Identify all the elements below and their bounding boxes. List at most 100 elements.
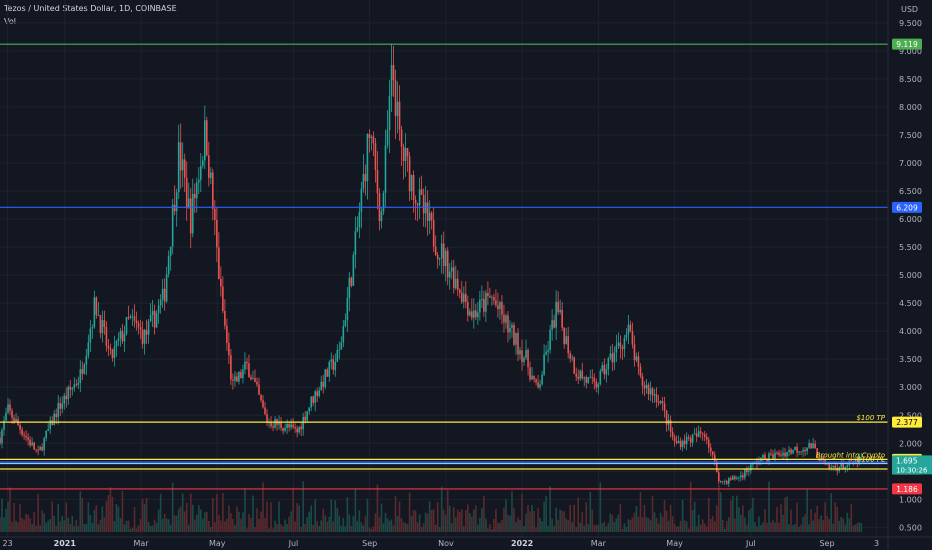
candle-body [770, 453, 772, 455]
candle-body [392, 65, 395, 81]
volume-bar [442, 509, 445, 532]
candle-body [715, 461, 718, 473]
candle-body [364, 174, 367, 182]
candle-body [246, 361, 248, 364]
x-tick-label: 23 [3, 539, 13, 548]
candle-body [764, 454, 766, 459]
candle-body [426, 202, 429, 221]
volume-bar [758, 516, 760, 532]
candle-body [844, 466, 847, 470]
volume-bar [392, 525, 395, 532]
candle-body [611, 353, 614, 363]
volume-bar [579, 522, 582, 532]
candle-body [13, 417, 15, 422]
candle-body [607, 357, 610, 370]
volume-bar [746, 524, 748, 532]
volume-bar [396, 515, 399, 532]
volume-bar [812, 520, 814, 532]
candle-body [555, 301, 557, 328]
candle-body [97, 314, 100, 316]
volume-bar [25, 513, 27, 532]
candle-body [635, 356, 638, 361]
candle-body [322, 381, 325, 387]
candle-body [288, 424, 290, 428]
volume-bar [659, 512, 662, 532]
y-tick-label: 7.500 [899, 131, 922, 140]
volume-bar [193, 519, 196, 532]
x-tick-label: Sep [819, 539, 834, 548]
volume-bar [278, 501, 280, 532]
candle-body [9, 404, 11, 411]
volume-bar [137, 525, 140, 532]
volume-bar [218, 515, 220, 532]
candle-body [633, 344, 636, 361]
candle-body [657, 401, 660, 404]
candle-body [513, 324, 515, 345]
volume-bar [424, 512, 427, 532]
candle-body [547, 349, 549, 352]
candle-body [810, 443, 812, 449]
candle-body [242, 369, 244, 378]
volume-bar [519, 520, 521, 532]
volume-bar [740, 514, 742, 532]
volume-bar [143, 503, 146, 532]
volume-bar [814, 512, 816, 532]
candle-body [370, 136, 373, 138]
candle-body [119, 330, 122, 339]
y-tick-label: 9.000 [899, 47, 922, 56]
volume-bar [467, 504, 469, 532]
candle-body [400, 129, 403, 147]
candle-body [101, 320, 104, 334]
candle-body [589, 376, 592, 378]
volume-bar [326, 521, 329, 532]
candle-body [69, 386, 72, 390]
candle-body [621, 347, 624, 349]
volume-bar [364, 516, 367, 532]
level-note: $100 PL [857, 455, 885, 463]
time-axis[interactable]: 23 2021 Mar May Jul Sep Nov 2022 Mar May Jul Sep 3 [0, 536, 932, 548]
volume-bar [149, 525, 152, 532]
volume-bar [181, 493, 184, 532]
volume-bar [39, 525, 41, 532]
candle-body [663, 403, 666, 411]
candle-body [334, 361, 337, 371]
volume-bar [611, 515, 614, 532]
volume-bar [637, 516, 640, 532]
candle-body [252, 378, 254, 380]
volume-bar [495, 509, 497, 532]
candle-body [687, 436, 690, 438]
candle-body [651, 388, 654, 396]
candle-body [258, 384, 260, 395]
candle-body [689, 437, 692, 443]
volume-bar [240, 518, 242, 532]
volume-bar [344, 526, 347, 532]
volume-bar [274, 520, 276, 532]
candle-body [734, 476, 736, 480]
candle-body [358, 211, 361, 228]
x-tick-label: Sep [362, 539, 377, 548]
candle-body [420, 189, 423, 195]
candle-body [220, 278, 222, 287]
volume-bar [559, 509, 561, 532]
candle-body [316, 391, 319, 396]
volume-bar [5, 508, 7, 532]
candle-body [798, 451, 800, 453]
candle-body [653, 394, 656, 396]
candle-body [655, 394, 658, 402]
candle-body [210, 172, 212, 178]
volume-bar [362, 525, 365, 532]
volume-bar [653, 512, 656, 532]
volume-bar [264, 517, 266, 532]
volume-bar [17, 522, 19, 532]
volume-bar [189, 493, 192, 532]
candle-body [278, 421, 280, 425]
candle-body [99, 314, 102, 334]
volume-bar [515, 522, 517, 532]
x-tick-label: Mar [591, 539, 607, 548]
volume-bar [117, 506, 120, 532]
volume-bar [525, 513, 527, 532]
volume-bar [707, 497, 710, 532]
candle-body [475, 310, 477, 318]
candle-body [854, 459, 857, 464]
